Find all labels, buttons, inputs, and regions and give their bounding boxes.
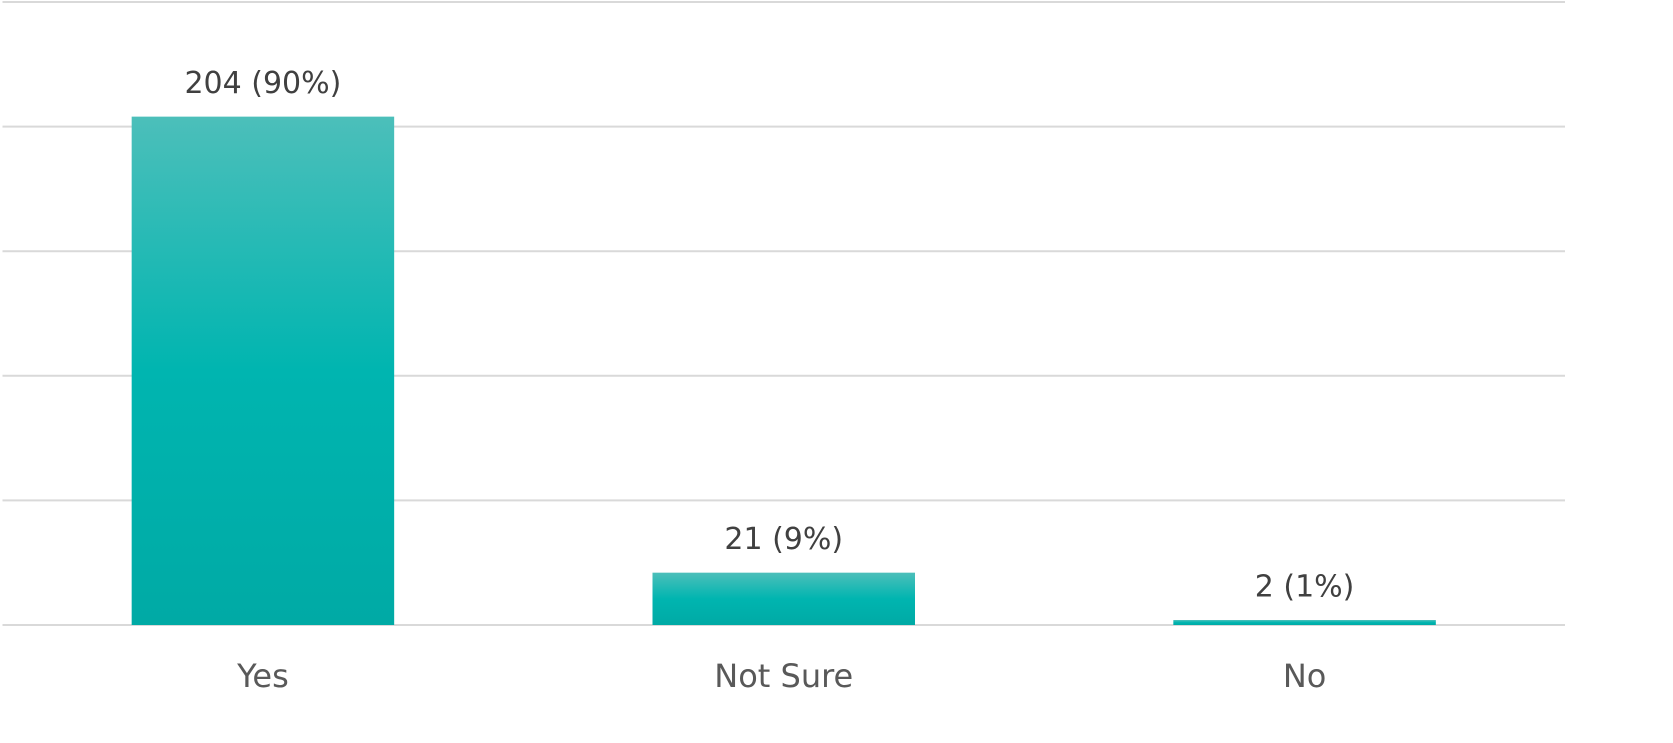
x-tick-label: Yes [236, 657, 289, 695]
bar [652, 572, 915, 625]
data-label: 2 (1%) [1255, 570, 1355, 605]
data-label: 204 (90%) [184, 66, 341, 101]
data-label: 21 (9%) [724, 522, 843, 557]
bar [1173, 620, 1436, 625]
x-tick-label: No [1283, 657, 1327, 695]
bar [131, 116, 395, 625]
x-tick-label: Not Sure [714, 657, 853, 695]
